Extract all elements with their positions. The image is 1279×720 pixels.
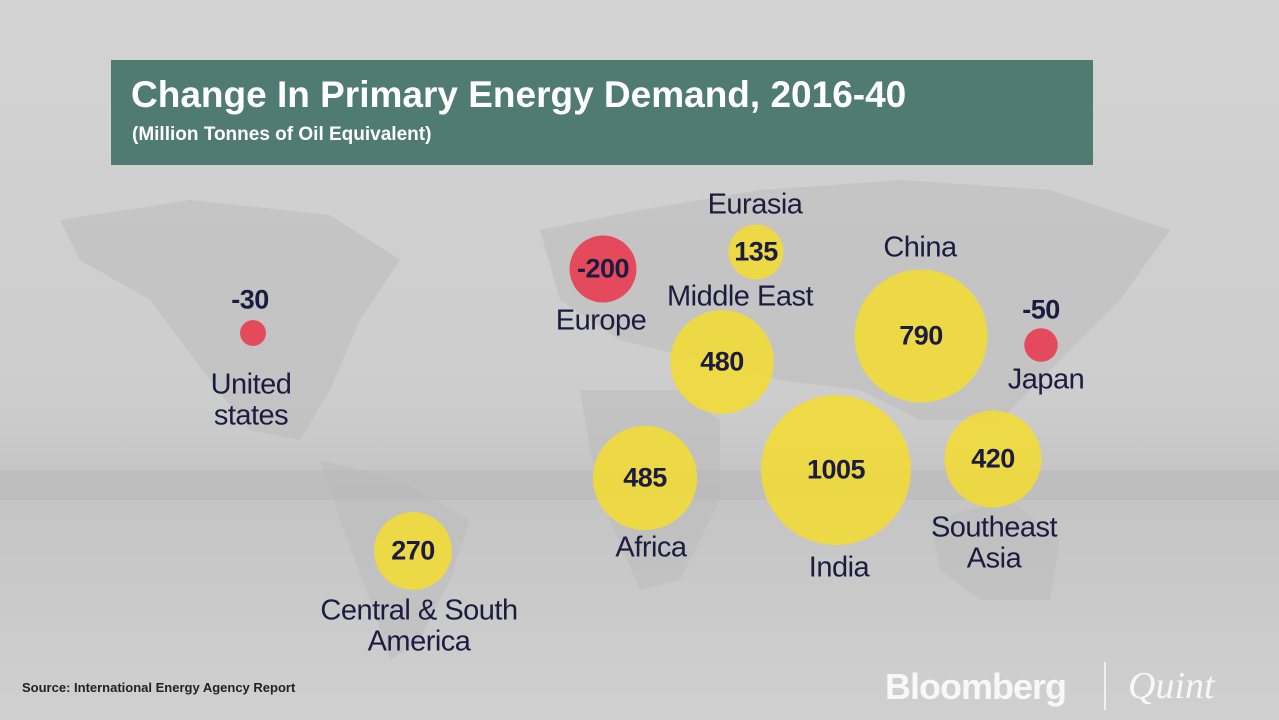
value-label: 790	[899, 320, 943, 351]
region-label: Middle East	[666, 280, 814, 313]
source-note: Source: International Energy Agency Repo…	[22, 680, 296, 695]
region-label: Central & South America	[320, 594, 518, 658]
value-label: 135	[734, 236, 778, 267]
region-label: Japan	[1007, 363, 1085, 396]
bubble	[1024, 328, 1058, 362]
bubble	[761, 395, 911, 545]
brand-separator	[1104, 662, 1106, 710]
chart-subtitle: (Million Tonnes of Oil Equivalent)	[132, 124, 432, 145]
bubble	[374, 512, 452, 590]
brand-logo: Quint	[1128, 665, 1215, 707]
value-label: 1005	[806, 454, 866, 485]
bubble	[728, 224, 784, 280]
value-label: 270	[391, 535, 435, 566]
region-label: Eurasia	[707, 188, 803, 221]
bubble	[944, 410, 1042, 508]
bubble	[240, 320, 266, 346]
bubble	[854, 269, 988, 403]
value-label: -30	[231, 284, 269, 315]
region-label: India	[808, 551, 870, 584]
bubble	[592, 425, 698, 531]
bubble	[569, 235, 637, 303]
value-label: -50	[1022, 294, 1060, 325]
region-label: Europe	[555, 304, 647, 337]
bubble	[670, 310, 774, 414]
value-label: -200	[576, 253, 630, 284]
value-label: 480	[700, 346, 744, 377]
value-label: 485	[623, 462, 667, 493]
region-label: Africa	[615, 531, 687, 564]
brand-logo: Bloomberg	[885, 666, 1067, 707]
region-label: China	[883, 231, 957, 264]
value-label: 420	[971, 443, 1015, 474]
region-label: United states	[210, 368, 292, 432]
region-label: Southeast Asia	[930, 511, 1058, 575]
chart-title: Change In Primary Energy Demand, 2016-40	[131, 74, 907, 115]
title-box: Change In Primary Energy Demand, 2016-40…	[111, 60, 1093, 165]
